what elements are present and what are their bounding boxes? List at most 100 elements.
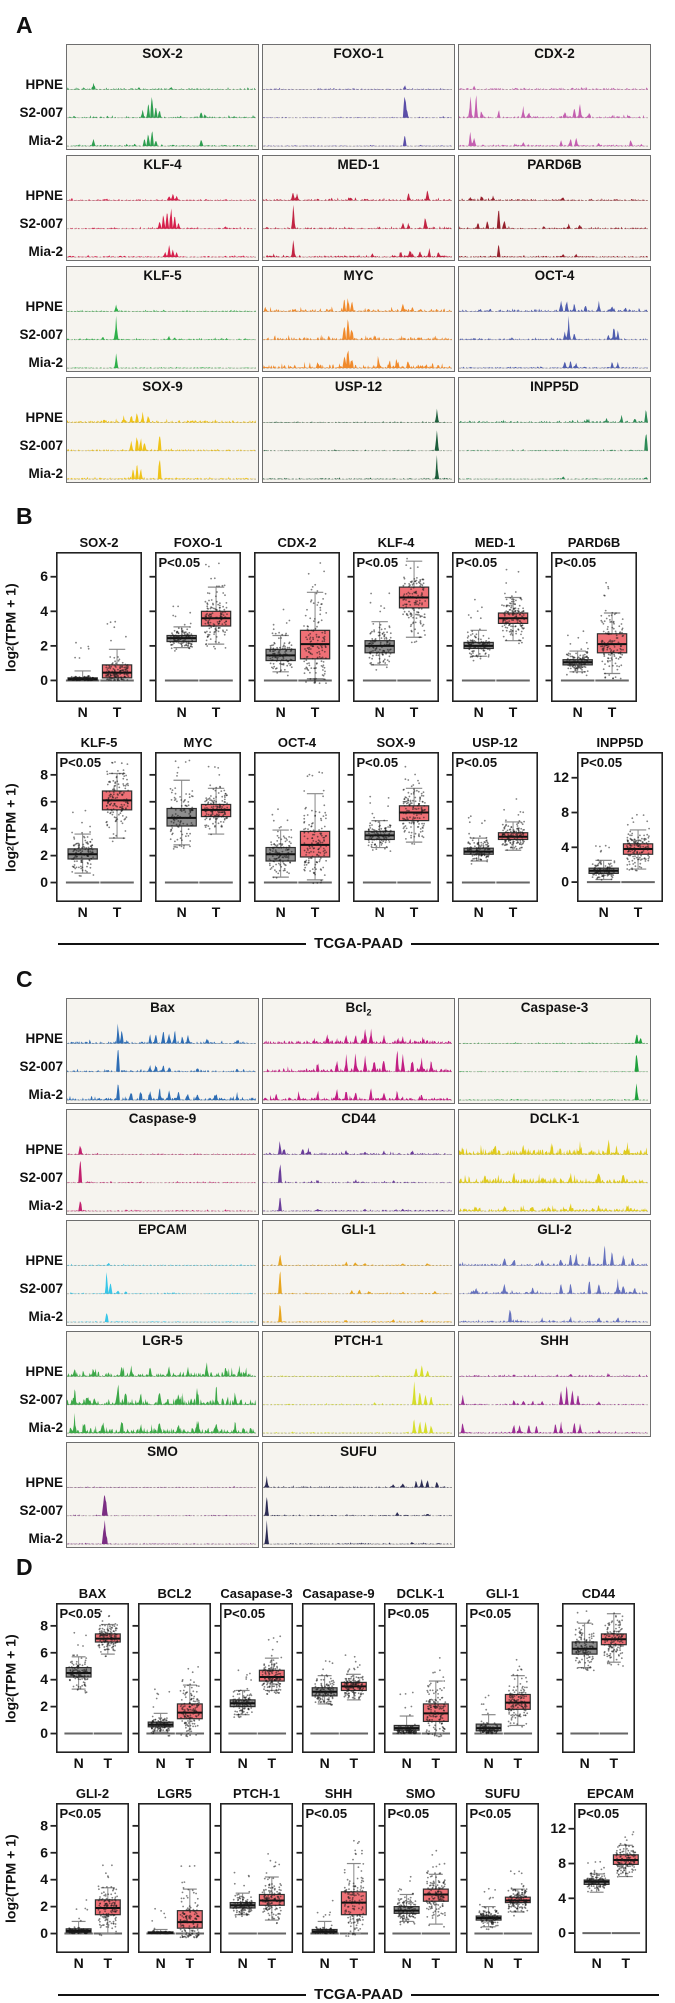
y-tick-label: 8 bbox=[40, 1617, 48, 1633]
boxplot-gene-title: PTCH-1 bbox=[233, 1786, 280, 1803]
boxplot-gene-title: DCLK-1 bbox=[397, 1586, 445, 1603]
track-cell-line-label: HPNE bbox=[6, 63, 66, 91]
y-tick-label: 0 bbox=[40, 672, 48, 688]
boxplot-canvas: P<0.05 bbox=[551, 552, 637, 702]
track-panel-smo: SMO bbox=[66, 1442, 259, 1548]
boxplot-gene-title: Casapase-9 bbox=[302, 1586, 374, 1603]
p-value-label: P<0.05 bbox=[555, 555, 597, 570]
y-tick-label: 8 bbox=[558, 1855, 566, 1871]
panel-b-label: B bbox=[16, 503, 675, 530]
p-value-label: P<0.05 bbox=[470, 1606, 512, 1621]
track-cell-line-label: Mia-2 bbox=[6, 231, 66, 259]
track-cell-line-label: S2-007 bbox=[6, 1378, 66, 1406]
track-cell-line-label: Mia-2 bbox=[6, 1518, 66, 1546]
group-label-n: N bbox=[156, 1755, 166, 1771]
boxplot-gene-title: BCL2 bbox=[158, 1586, 192, 1603]
boxplot-gene-title: PARD6B bbox=[568, 535, 621, 552]
track-plot bbox=[459, 62, 648, 147]
p-value-label: P<0.05 bbox=[357, 555, 399, 570]
p-value-label: P<0.05 bbox=[224, 1606, 266, 1621]
track-cell-line-label: S2-007 bbox=[6, 1489, 66, 1517]
track-panel-sox-2: SOX-2 bbox=[66, 44, 259, 150]
group-label-n: N bbox=[276, 704, 286, 720]
track-gene-title: GLI-2 bbox=[459, 1222, 650, 1237]
cohort-line-right bbox=[411, 943, 659, 945]
track-panel-usp-12: USP-12 bbox=[262, 377, 455, 483]
track-panel-sufu: SUFU bbox=[262, 1442, 455, 1548]
boxplot-gene-title: USP-12 bbox=[472, 735, 518, 752]
track-cell-line-label: Mia-2 bbox=[6, 453, 66, 481]
track-gene-title: EPCAM bbox=[67, 1222, 258, 1237]
track-gene-title: Bax bbox=[67, 1000, 258, 1015]
boxplot-gene-title: GLI-2 bbox=[76, 1786, 109, 1803]
boxplot-gene-title: KLF-4 bbox=[378, 535, 415, 552]
group-label-n: N bbox=[177, 904, 187, 920]
track-gene-title: MYC bbox=[263, 268, 454, 283]
track-plot bbox=[459, 173, 648, 258]
boxplot-gene-title: MYC bbox=[184, 735, 213, 752]
track-plot bbox=[263, 1238, 452, 1323]
track-plot bbox=[67, 395, 256, 480]
track-cell-line-label: HPNE bbox=[6, 285, 66, 313]
boxplot-canvas: P<0.05 bbox=[452, 552, 538, 702]
group-label-n: N bbox=[74, 1755, 84, 1771]
p-value-label: P<0.05 bbox=[456, 755, 498, 770]
track-panel-shh: SHH bbox=[458, 1331, 651, 1437]
track-cell-line-label: S2-007 bbox=[6, 91, 66, 119]
track-gene-title: Caspase-9 bbox=[67, 1111, 258, 1126]
track-gene-title: OCT-4 bbox=[459, 268, 650, 283]
track-cell-line-label: Mia-2 bbox=[6, 120, 66, 148]
track-gene-title: PARD6B bbox=[459, 157, 650, 172]
track-cell-line-label: HPNE bbox=[6, 1350, 66, 1378]
y-tick-label: 12 bbox=[553, 769, 569, 785]
y-tick-label: 8 bbox=[40, 766, 48, 782]
group-label-t: T bbox=[622, 1955, 631, 1971]
group-label-n: N bbox=[375, 904, 385, 920]
track-panel-cdx-2: CDX-2 bbox=[458, 44, 651, 150]
track-plot bbox=[67, 1127, 256, 1212]
group-label-t: T bbox=[186, 1955, 195, 1971]
track-cell-line-label: HPNE bbox=[6, 1461, 66, 1489]
boxplot-gene-title: FOXO-1 bbox=[174, 535, 222, 552]
y-tick-label: 4 bbox=[558, 1890, 566, 1906]
track-panel-epcam: EPCAM bbox=[66, 1220, 259, 1326]
group-label-n: N bbox=[484, 1955, 494, 1971]
p-value-label: P<0.05 bbox=[581, 755, 623, 770]
track-gene-title: SMO bbox=[67, 1444, 258, 1459]
boxplot-canvas bbox=[155, 752, 241, 902]
group-label-t: T bbox=[410, 904, 419, 920]
p-value-label: P<0.05 bbox=[388, 1606, 430, 1621]
track-gene-title: SHH bbox=[459, 1333, 650, 1348]
track-plot bbox=[263, 1016, 452, 1101]
y-tick-label: 2 bbox=[40, 637, 48, 653]
p-value-label: P<0.05 bbox=[60, 1606, 102, 1621]
